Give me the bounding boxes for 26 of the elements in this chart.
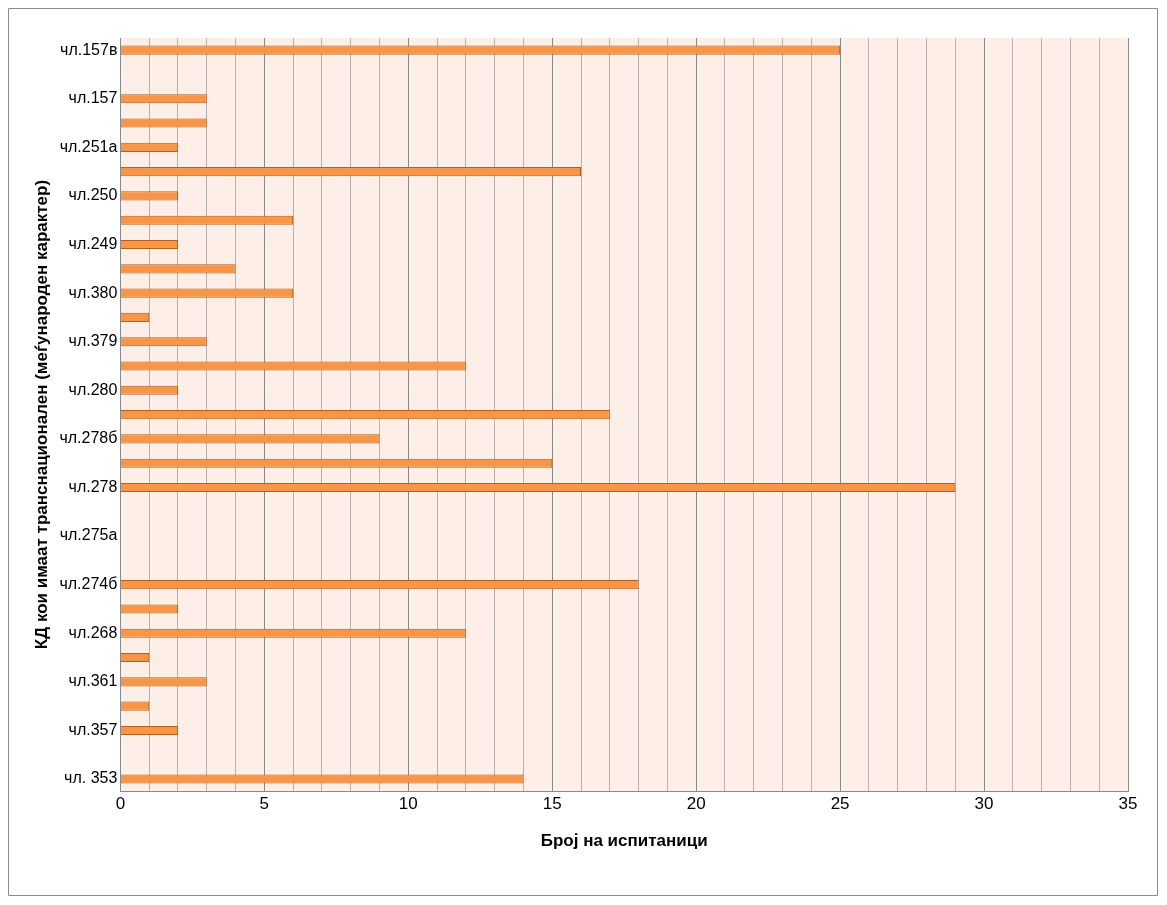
y-tick-label: чл.157в [60, 40, 118, 58]
x-tick-label: 0 [115, 794, 126, 814]
x-axis-title: Број на испитаници [540, 831, 708, 851]
x-tick-label: 20 [686, 794, 706, 814]
y-tick-label: чл. 353 [64, 769, 118, 787]
y-tick-label: чл.361 [68, 672, 118, 690]
y-tick-label: чл.380 [68, 283, 118, 301]
y-tick-label: чл.250 [68, 186, 118, 204]
y-tick-label: чл.280 [68, 380, 118, 398]
y-tick-label: чл.249 [68, 234, 118, 252]
y-tick-label: чл.278 [68, 477, 118, 495]
x-tick-label: 15 [542, 794, 562, 814]
y-tick-label: чл.157 [68, 89, 118, 107]
x-tick-label: 30 [974, 794, 994, 814]
y-tick-label: чл.274б [59, 575, 118, 593]
x-tick-label: 5 [259, 794, 270, 814]
y-tick-label: чл.268 [68, 623, 118, 641]
y-tick-label: чл.379 [68, 332, 118, 350]
x-tick-label: 10 [398, 794, 418, 814]
y-tick-label: чл.357 [68, 720, 118, 738]
y-tick-label: чл.251а [59, 137, 118, 155]
x-tick-label: 25 [830, 794, 850, 814]
x-tick-label: 35 [1118, 794, 1138, 814]
y-axis-title: КД кои имаат транснационален (меѓународен карактер) [31, 179, 51, 650]
y-tick-label: чл.275а [59, 526, 118, 544]
y-tick-label: чл.278б [59, 429, 118, 447]
